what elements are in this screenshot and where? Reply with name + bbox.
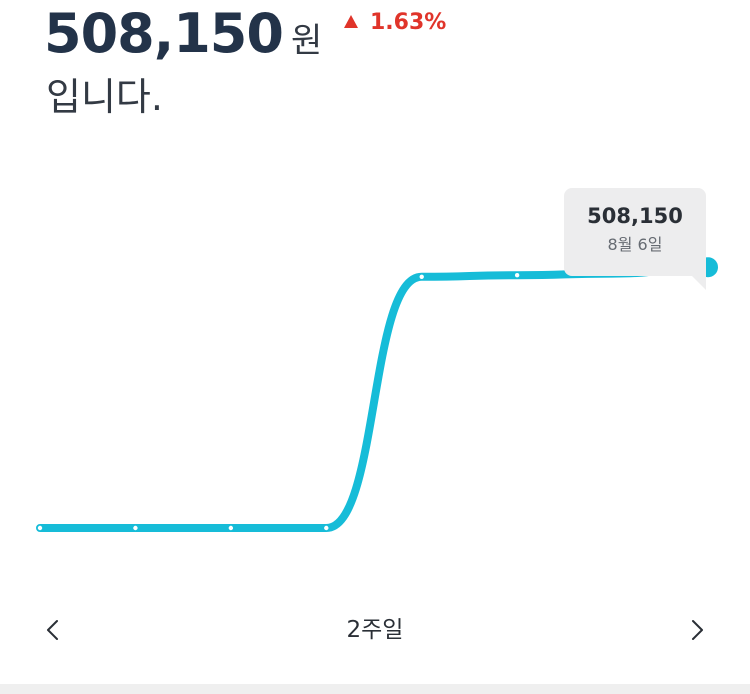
- price-change: 1.63%: [344, 10, 446, 35]
- data-point[interactable]: [419, 274, 424, 279]
- price-headline: 508,150 원: [44, 2, 322, 73]
- data-point[interactable]: [37, 525, 43, 531]
- tooltip-value: 508,150: [587, 204, 683, 228]
- up-triangle-icon: [344, 15, 358, 28]
- tooltip-date: 8월 6일: [607, 235, 663, 254]
- chevron-left-icon: [47, 620, 58, 640]
- chart-tooltip: 508,150 8월 6일: [564, 188, 706, 290]
- data-point[interactable]: [133, 525, 138, 531]
- data-point[interactable]: [324, 525, 329, 531]
- currency-unit: 원: [290, 21, 323, 61]
- current-price: 508,150: [44, 2, 284, 65]
- next-period-button[interactable]: [682, 612, 712, 648]
- price-line-chart[interactable]: [0, 0, 750, 600]
- series-line: [36, 263, 712, 532]
- change-percent: 1.63%: [370, 10, 447, 35]
- bottom-divider: [0, 684, 750, 694]
- headline-suffix: 입니다.: [46, 75, 163, 119]
- chevron-right-icon: [692, 620, 703, 640]
- data-point[interactable]: [228, 525, 234, 531]
- prev-period-button[interactable]: [38, 612, 68, 648]
- period-label: 2주일: [346, 617, 404, 643]
- data-point[interactable]: [514, 273, 520, 278]
- period-navigation: 2주일: [0, 608, 750, 652]
